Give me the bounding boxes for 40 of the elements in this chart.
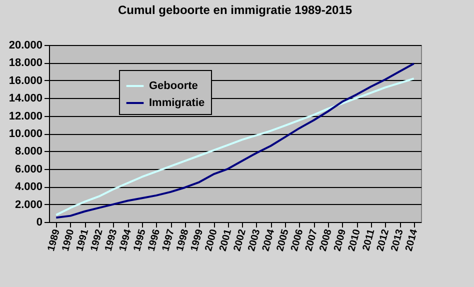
y-tick-label: 14.000 xyxy=(8,92,42,105)
x-tick-label: 2014 xyxy=(404,228,420,253)
x-tick-label: 2010 xyxy=(346,228,364,253)
x-tick-label: 2004 xyxy=(260,228,278,253)
legend-label: Geboorte xyxy=(149,80,198,92)
x-tick-label: 1997 xyxy=(160,228,178,253)
y-tick-label: 0 xyxy=(36,216,42,228)
x-tick-label: 2009 xyxy=(332,228,349,253)
x-tick-label: 1998 xyxy=(174,228,192,253)
x-tick-label: 1991 xyxy=(74,228,92,253)
x-tick-label: 1996 xyxy=(146,228,163,253)
x-tick-label: 2001 xyxy=(218,228,234,253)
x-tick-label: 2002 xyxy=(232,228,249,253)
x-tick-label: 1990 xyxy=(60,228,77,253)
y-tick-label: 6.000 xyxy=(14,163,42,176)
y-tick-label: 2.000 xyxy=(14,198,42,211)
x-tick-label: 2008 xyxy=(318,228,334,253)
x-tick-label: 1992 xyxy=(88,228,106,253)
legend-label: Immigratie xyxy=(149,97,205,109)
y-tick-label: 20.000 xyxy=(8,40,42,52)
y-tick-label: 18.000 xyxy=(8,57,42,70)
x-tick-label: 1989 xyxy=(46,228,63,253)
x-tick-label: 2006 xyxy=(289,228,306,253)
y-tick-label: 4.000 xyxy=(14,181,42,194)
x-tick-label: 2012 xyxy=(375,228,392,253)
x-tick-label: 2011 xyxy=(360,228,378,252)
x-tick-label: 1993 xyxy=(103,228,120,253)
y-tick-label: 12.000 xyxy=(8,110,42,122)
x-tick-label: 1994 xyxy=(118,228,134,253)
y-tick-label: 8.000 xyxy=(14,146,42,158)
x-tick-label: 2007 xyxy=(304,228,320,253)
x-tick-label: 1995 xyxy=(132,228,148,253)
x-tick-label: 2000 xyxy=(203,228,220,253)
x-tick-label: 2005 xyxy=(274,228,292,253)
y-tick-label: 10.000 xyxy=(8,128,42,140)
x-tick-label: 2003 xyxy=(246,228,263,253)
y-tick-label: 16.000 xyxy=(8,74,42,87)
x-tick-label: 1999 xyxy=(189,228,206,253)
x-tick-label: 2013 xyxy=(389,228,406,253)
chart-title: Cumul geboorte en immigratie 1989-2015 xyxy=(118,3,352,17)
